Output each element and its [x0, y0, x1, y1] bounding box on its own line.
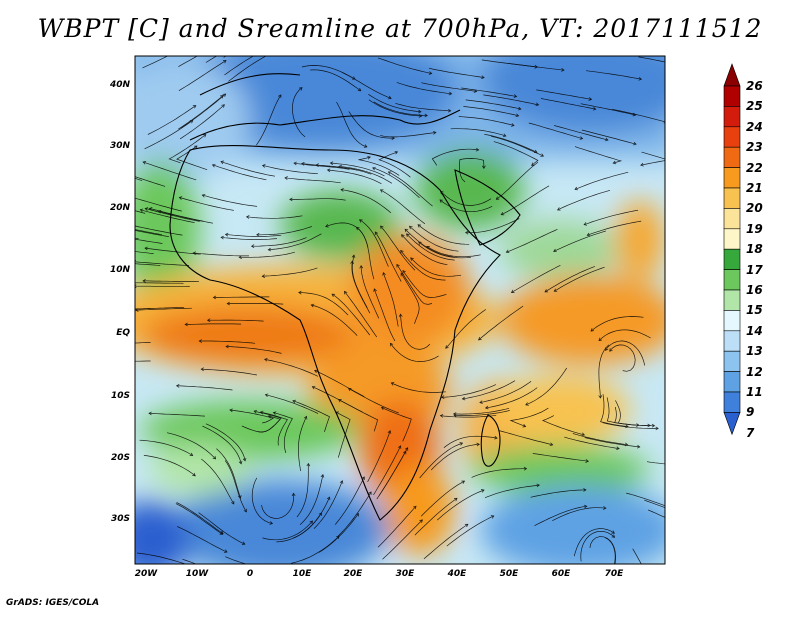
streamline-arrow — [127, 223, 130, 226]
streamline-arrow — [79, 304, 82, 307]
streamline-arrow — [98, 246, 101, 249]
colorbar-swatch — [724, 229, 740, 249]
streamline-arrow — [695, 516, 698, 519]
colorbar-label: 17 — [746, 263, 763, 277]
colorbar-swatch — [724, 106, 740, 126]
lon-label: 60E — [541, 569, 581, 579]
streamline-arrow — [270, 46, 273, 49]
streamline — [89, 164, 142, 181]
colorbar-label: 24 — [746, 120, 763, 134]
streamline-arrow — [270, 32, 273, 35]
colorbar-swatch — [724, 249, 740, 269]
colorbar-swatch — [724, 331, 740, 351]
colorbar-swatch — [724, 188, 740, 208]
lat-label: 40N — [96, 80, 130, 90]
colorbar-swatch — [724, 290, 740, 310]
lat-label: 20N — [96, 203, 130, 213]
colorbar-swatch — [724, 127, 740, 147]
streamline-arrow — [104, 260, 107, 263]
lon-label: 10W — [177, 569, 217, 579]
lon-label: 20W — [126, 569, 166, 579]
colorbar-label: 16 — [746, 283, 763, 297]
colorbar-label: 14 — [746, 324, 763, 338]
colorbar-label: 7 — [746, 426, 754, 440]
colorbar-label: 19 — [746, 222, 763, 236]
streamline-arrow — [271, 33, 274, 36]
colorbar-label: 15 — [746, 303, 763, 317]
streamline-arrow — [95, 343, 98, 346]
colorbar-swatch — [724, 168, 740, 188]
streamline-arrow — [91, 198, 94, 201]
streamline-arrow — [128, 308, 131, 311]
streamline-arrow — [697, 528, 700, 531]
colorbar-swatch — [724, 147, 740, 167]
lat-label: 30S — [96, 514, 130, 524]
streamline-arrow — [273, 51, 276, 54]
lat-label: 30N — [96, 141, 130, 151]
colorbar-swatch — [724, 86, 740, 106]
colorbar-label: 20 — [746, 201, 763, 215]
streamline-arrow — [94, 309, 97, 312]
streamline-arrow — [700, 465, 703, 468]
lon-label: 50E — [489, 569, 529, 579]
streamline-arrow — [112, 168, 115, 171]
streamline-arrow — [89, 163, 92, 166]
footer-credit: GrADS: IGES/COLA — [6, 598, 99, 608]
lat-label: 10N — [96, 265, 130, 275]
colorbar-top-arrow — [724, 64, 740, 86]
colorbar-label: 11 — [746, 385, 763, 399]
streamline-arrow — [190, 43, 193, 46]
lat-label: 10S — [96, 391, 130, 401]
streamline-arrow — [128, 281, 131, 284]
streamline-arrow — [107, 223, 110, 226]
colorbar — [724, 64, 740, 434]
streamline-arrow — [277, 566, 280, 569]
streamline-arrow — [677, 508, 680, 511]
colorbar-label: 12 — [746, 365, 763, 379]
streamline-arrow — [128, 195, 131, 198]
colorbar-swatch — [724, 310, 740, 330]
colorbar-swatch — [724, 392, 740, 412]
streamline — [79, 304, 135, 306]
colorbar-label: 21 — [746, 181, 763, 195]
streamline — [222, 32, 272, 56]
colorbar-label: 23 — [746, 140, 763, 154]
lat-label: EQ — [96, 328, 130, 338]
streamline — [84, 229, 139, 239]
colorbar-swatch — [724, 270, 740, 290]
lat-label: 20S — [96, 453, 130, 463]
streamline-arrow — [690, 67, 693, 70]
streamline-arrow — [95, 360, 98, 363]
colorbar-bottom-arrow — [724, 412, 740, 434]
lon-label: 0 — [230, 569, 270, 579]
streamline-arrow — [252, 36, 255, 39]
streamline-arrow — [606, 586, 609, 589]
lon-label: 40E — [437, 569, 477, 579]
streamline-arrow — [613, 565, 616, 568]
colorbar-label: 25 — [746, 99, 763, 113]
streamline-arrow — [107, 233, 110, 236]
colorbar-label: 26 — [746, 79, 763, 93]
streamline — [224, 33, 274, 57]
colorbar-swatch — [724, 372, 740, 392]
lon-label: 10E — [282, 569, 322, 579]
lon-label: 30E — [385, 569, 425, 579]
streamline-arrow — [114, 225, 117, 228]
colorbar-label: 9 — [746, 405, 754, 419]
colorbar-label: 18 — [746, 242, 763, 256]
lon-label: 70E — [594, 569, 634, 579]
streamline-arrow — [665, 589, 668, 592]
streamline-arrow — [84, 228, 87, 231]
colorbar-label: 22 — [746, 161, 763, 175]
colorbar-swatch — [724, 208, 740, 228]
colorbar-label: 13 — [746, 344, 763, 358]
streamline-arrow — [79, 283, 82, 286]
colorbar-swatch — [724, 351, 740, 371]
streamline-arrow — [224, 39, 227, 42]
lon-label: 20E — [333, 569, 373, 579]
